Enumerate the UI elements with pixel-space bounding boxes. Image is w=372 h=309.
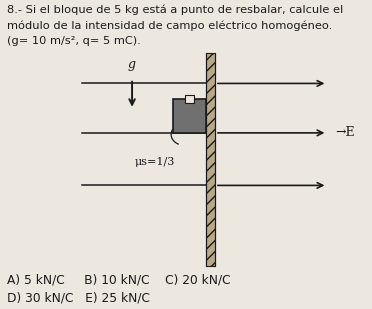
Text: 8.- Si el bloque de 5 kg está a punto de resbalar, calcule el: 8.- Si el bloque de 5 kg está a punto de… (7, 5, 344, 15)
Bar (185, 95, 194, 103)
Bar (173, 99, 206, 133)
Text: g: g (128, 58, 136, 71)
Text: módulo de la intensidad de campo eléctrico homogéneo.: módulo de la intensidad de campo eléctri… (7, 20, 333, 31)
Text: D) 30 kN/C   E) 25 kN/C: D) 30 kN/C E) 25 kN/C (7, 291, 150, 304)
Text: A) 5 kN/C     B) 10 kN/C    C) 20 kN/C: A) 5 kN/C B) 10 kN/C C) 20 kN/C (7, 273, 231, 286)
Text: μs=1/3: μs=1/3 (134, 157, 174, 167)
Text: (g= 10 m/s², q= 5 mC).: (g= 10 m/s², q= 5 mC). (7, 36, 141, 45)
Text: →E: →E (335, 126, 355, 139)
Bar (206, 53, 215, 266)
